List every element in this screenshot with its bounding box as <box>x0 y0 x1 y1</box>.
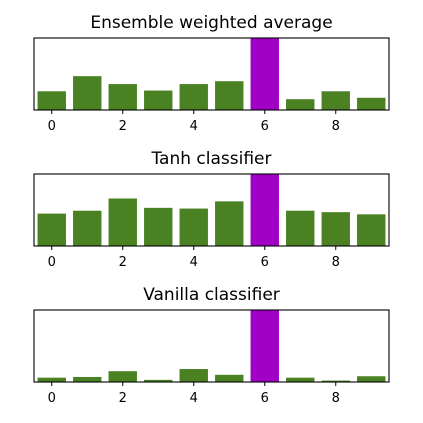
bar-highlight <box>250 38 279 110</box>
bar <box>73 210 102 246</box>
bar <box>179 208 208 246</box>
bar <box>357 214 386 246</box>
bar <box>215 201 244 246</box>
axes-frame <box>33 37 390 111</box>
chart-panel: Ensemble weighted average 0 2 4 6 8 <box>33 13 390 134</box>
bar <box>37 377 66 382</box>
bar <box>215 374 244 382</box>
bar <box>108 198 137 246</box>
bar <box>357 376 386 382</box>
x-tick-label: 8 <box>332 119 340 134</box>
bar <box>179 369 208 382</box>
x-tick-label: 2 <box>119 255 127 270</box>
x-tick-label: 0 <box>48 119 56 134</box>
bar-highlight <box>250 174 279 246</box>
bar <box>73 376 102 382</box>
x-tick-label: 2 <box>119 391 127 406</box>
bar <box>321 380 350 382</box>
chart-title: Tanh classifier <box>150 149 271 169</box>
x-tick-label: 4 <box>190 391 198 406</box>
chart-panel: Vanilla classifier 0 2 4 6 8 <box>33 285 390 406</box>
x-tick-label: 8 <box>332 391 340 406</box>
bar <box>321 91 350 110</box>
bar <box>108 84 137 110</box>
bar <box>37 91 66 110</box>
x-tick-label: 4 <box>190 255 198 270</box>
bar <box>144 207 173 246</box>
bar <box>73 76 102 110</box>
bar <box>286 99 315 110</box>
x-tick-label: 6 <box>261 119 269 134</box>
bar-highlight <box>250 310 279 382</box>
x-tick-label: 2 <box>119 119 127 134</box>
chart-panel: Tanh classifier 0 2 4 6 8 <box>33 149 390 270</box>
bar <box>144 90 173 110</box>
x-tick-label: 6 <box>261 255 269 270</box>
bar <box>179 84 208 110</box>
bar <box>286 210 315 246</box>
x-tick-label: 8 <box>332 255 340 270</box>
x-tick-label: 0 <box>48 255 56 270</box>
bar <box>37 213 66 246</box>
chart-title: Vanilla classifier <box>143 285 280 305</box>
x-tick-label: 4 <box>190 119 198 134</box>
axes-frame <box>33 309 390 383</box>
chart-title: Ensemble weighted average <box>90 13 332 33</box>
bar <box>215 81 244 110</box>
axes-frame <box>33 173 390 247</box>
bar <box>357 97 386 110</box>
bar <box>321 212 350 246</box>
x-tick-label: 6 <box>261 391 269 406</box>
x-tick-label: 0 <box>48 391 56 406</box>
bar <box>144 379 173 382</box>
bar <box>286 377 315 382</box>
bar <box>108 371 137 382</box>
